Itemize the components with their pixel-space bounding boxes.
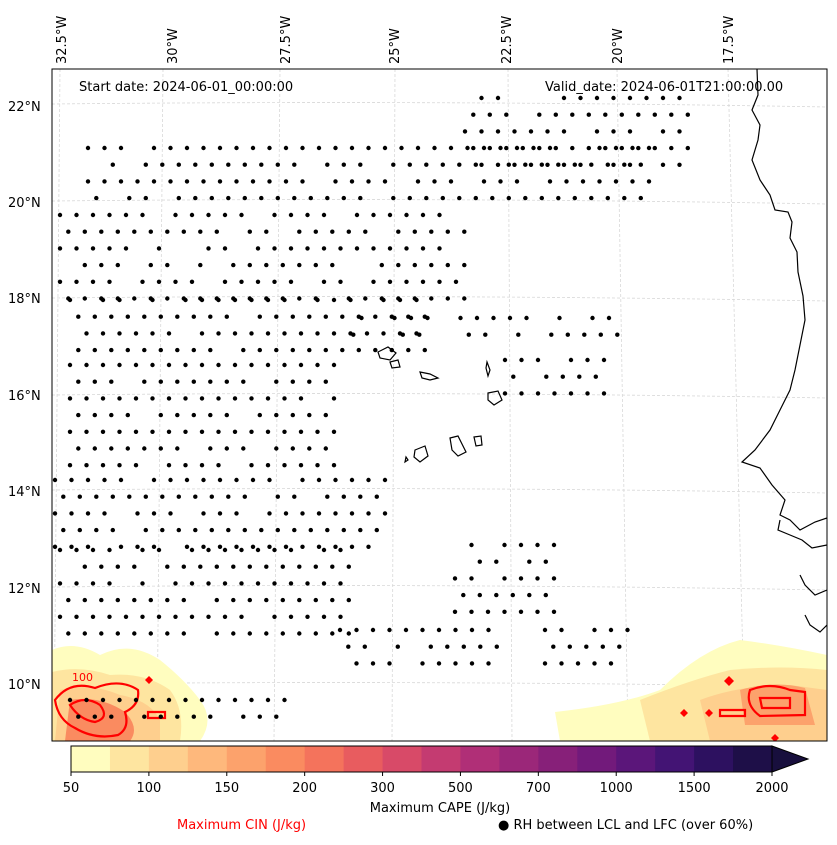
colorbar-extend-arrow <box>771 745 810 773</box>
colorbar-segment <box>343 746 384 772</box>
rh-legend-symbol: ● <box>498 818 510 833</box>
colorbar-segment <box>538 746 578 772</box>
colorbar-tick-label: 150 <box>214 781 239 796</box>
lon-label: 27.5°W <box>279 16 294 64</box>
colorbar-segment <box>226 746 267 772</box>
colorbar-tick-label: 200 <box>292 781 317 796</box>
cape-verde-islands <box>377 346 503 464</box>
colorbar-segment <box>382 746 422 772</box>
colorbar-segment <box>499 746 539 772</box>
colorbar-segment <box>187 746 228 772</box>
lon-label: 30°W <box>166 28 181 64</box>
lat-label: 20°N <box>8 196 41 211</box>
lat-label: 12°N <box>8 582 41 597</box>
rh-legend: ● RH between LCL and LFC (over 60%) <box>498 818 753 833</box>
colorbar-tick-label: 700 <box>526 781 551 796</box>
lat-label: 10°N <box>8 678 41 693</box>
colorbar-segment <box>655 746 695 772</box>
latitude-labels: 22°N 20°N 18°N 16°N 14°N 12°N 10°N <box>8 100 41 693</box>
cape-colorbar <box>70 745 810 773</box>
colorbar-segment <box>616 746 656 772</box>
lat-label: 14°N <box>8 485 41 500</box>
colorbar-title: Maximum CAPE (J/kg) <box>369 801 511 816</box>
lat-label: 18°N <box>8 292 41 307</box>
lon-label: 22.5°W <box>500 16 515 64</box>
lon-label: 20°W <box>611 28 626 64</box>
longitude-labels: 32.5°W 30°W 27.5°W 25°W 22.5°W 20°W 17.5… <box>55 16 737 64</box>
colorbar-segment <box>304 746 345 772</box>
lat-label: 16°N <box>8 389 41 404</box>
cin-legend-label: Maximum CIN (J/kg) <box>177 818 307 833</box>
coastline <box>740 69 827 633</box>
cape-area-southwest <box>52 646 208 741</box>
colorbar-segment <box>265 746 306 772</box>
colorbar-tick-label: 1500 <box>678 781 711 796</box>
start-date-label: Start date: 2024-06-01_00:00:00 <box>79 80 293 95</box>
rh-legend-label: RH between LCL and LFC (over 60%) <box>513 818 754 833</box>
colorbar-tick-label: 2000 <box>755 781 788 796</box>
colorbar-tick-label: 50 <box>63 781 80 796</box>
colorbar-segment <box>577 746 617 772</box>
colorbar-segment <box>733 746 773 772</box>
map-frame <box>51 68 828 742</box>
colorbar-frame <box>70 745 773 773</box>
colorbar-tick-label: 500 <box>448 781 473 796</box>
cin-contour-label: 100 <box>72 671 93 684</box>
colorbar-tick-label: 100 <box>136 781 161 796</box>
colorbar-segment <box>460 746 500 772</box>
colorbar-segment <box>71 746 111 772</box>
map-background <box>52 69 827 741</box>
colorbar-segment <box>148 746 189 772</box>
lon-label: 25°W <box>388 28 403 64</box>
colorbar-tick-label: 1000 <box>600 781 633 796</box>
cin-markers <box>145 676 779 741</box>
rh-dot-pattern <box>52 95 690 719</box>
cin-contours <box>53 682 807 738</box>
lon-label: 32.5°W <box>55 16 70 64</box>
lat-label: 22°N <box>8 100 41 115</box>
colorbar-segment <box>694 746 734 772</box>
colorbar-ticks: 50 100 150 200 300 500 700 1000 1500 2000 <box>63 772 789 796</box>
colorbar-tick-label: 300 <box>370 781 395 796</box>
lon-label: 17.5°W <box>722 16 737 64</box>
colorbar-segment <box>421 746 461 772</box>
valid-date-label: Valid_date: 2024-06-01T21:00:00.00 <box>545 80 783 95</box>
colorbar-segment <box>109 746 150 772</box>
